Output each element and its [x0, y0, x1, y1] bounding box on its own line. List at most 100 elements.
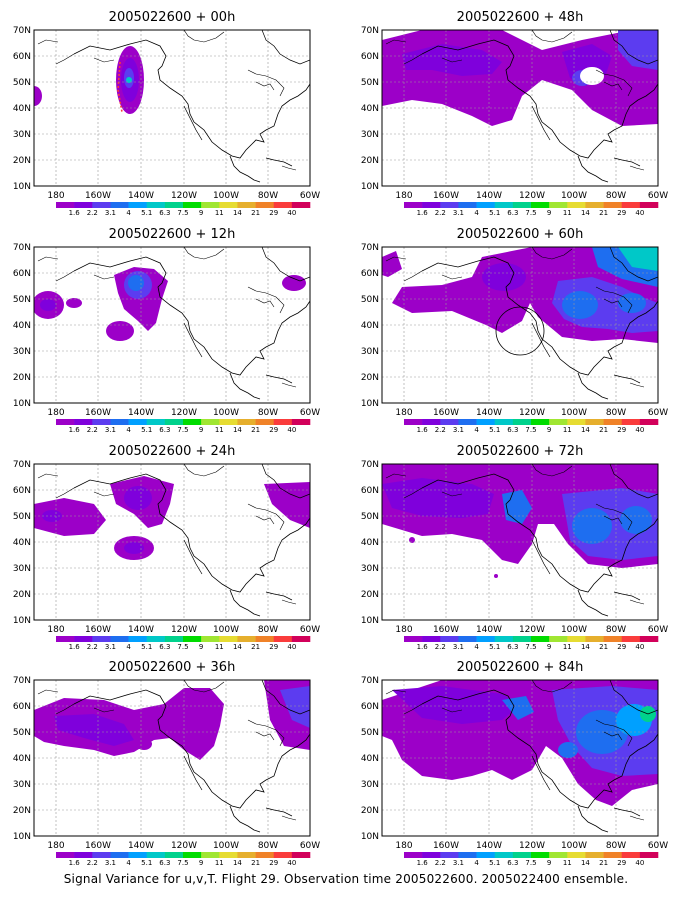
colorbar-swatch [255, 202, 275, 208]
colorbar-swatch [183, 419, 202, 425]
colorbar-label: 29 [617, 209, 626, 217]
colorbar-swatch [585, 636, 604, 642]
colorbar-label: 5.1 [141, 643, 152, 651]
lon-tick-label: 80W [606, 625, 626, 635]
colorbar-swatch [128, 202, 148, 208]
lon-tick-label: 120W [171, 191, 197, 201]
colorbar-label: 3.1 [453, 859, 464, 867]
colorbar-label: 4 [126, 643, 131, 651]
lon-tick-label: 100W [561, 841, 587, 851]
colorbar-swatch [440, 636, 459, 642]
panel-title: 2005022600 + 84h [457, 660, 584, 675]
lat-tick-label: 70N [361, 460, 379, 470]
colorbar-swatch [183, 852, 202, 858]
map-frame [381, 246, 659, 404]
map-frame [381, 463, 659, 621]
lat-tick-label: 10N [13, 399, 31, 409]
lat-tick-label: 50N [13, 78, 31, 88]
colorbar-swatch [219, 852, 238, 858]
colorbar-label: 6.3 [507, 859, 518, 867]
lon-tick-label: 140W [476, 191, 502, 201]
panel-title: 2005022600 + 48h [457, 10, 584, 25]
colorbar-label: 7.5 [177, 643, 188, 651]
colorbar-swatch [494, 202, 514, 208]
lat-tick-label: 50N [361, 295, 379, 305]
lat-tick-label: 40N [361, 754, 379, 764]
lat-tick-label: 30N [13, 780, 31, 790]
colorbar-swatch [110, 852, 129, 858]
lon-tick-label: 160W [433, 408, 459, 418]
lon-tick-label: 80W [258, 408, 278, 418]
lat-tick-label: 30N [361, 780, 379, 790]
colorbar-label: 11 [215, 426, 224, 434]
colorbar-swatch [585, 202, 604, 208]
lon-tick-label: 140W [476, 841, 502, 851]
colorbar-swatch [567, 419, 586, 425]
lon-tick-label: 100W [213, 191, 239, 201]
lon-tick-label: 160W [433, 191, 459, 201]
colorbar-label: 4 [126, 426, 131, 434]
colorbar-swatch [56, 636, 75, 642]
colorbar-swatch [74, 852, 93, 858]
map-panel: 2005022600 + 36h 70N 60N 50N 40N 30N 20N 10N 1… [13, 660, 320, 867]
lat-tick-label: 50N [361, 512, 379, 522]
colorbar-label: 4 [474, 643, 479, 651]
colorbar-swatch [164, 636, 184, 642]
colorbar-label: 1.6 [69, 643, 81, 651]
colorbar-label: 29 [269, 209, 278, 217]
colorbar-swatch [494, 636, 514, 642]
lon-tick-label: 180 [47, 841, 64, 851]
colorbar-label: 6.3 [159, 426, 170, 434]
colorbar-label: 6.3 [159, 859, 170, 867]
lon-tick-label: 120W [171, 408, 197, 418]
lat-tick-label: 50N [13, 512, 31, 522]
colorbar-label: 1.6 [417, 426, 429, 434]
lat-tick-label: 20N [361, 806, 379, 816]
colorbar-swatch [237, 852, 256, 858]
colorbar-label: 40 [635, 643, 644, 651]
colorbar-label: 1.6 [417, 209, 429, 217]
colorbar-swatch [549, 419, 568, 425]
colorbar-label: 2.2 [435, 426, 446, 434]
lon-tick-label: 180 [395, 408, 412, 418]
colorbar-label: 40 [287, 426, 296, 434]
colorbar-label: 7.5 [525, 859, 536, 867]
colorbar-label: 1.6 [417, 643, 429, 651]
lat-axis: 70N 60N 50N 40N 30N 20N 10N [13, 243, 31, 409]
colorbar-label: 6.3 [507, 643, 518, 651]
colorbar-label: 4 [126, 209, 131, 217]
lat-tick-label: 20N [13, 373, 31, 383]
lon-tick-label: 180 [395, 191, 412, 201]
colorbar-label: 7.5 [525, 209, 536, 217]
lon-tick-label: 60W [300, 191, 320, 201]
lon-tick-label: 140W [476, 625, 502, 635]
lon-axis: 180 160W 140W 120W 100W 80W 60W [395, 625, 668, 635]
colorbar-label: 40 [287, 209, 296, 217]
lat-tick-label: 70N [13, 460, 31, 470]
colorbar-swatch [56, 419, 75, 425]
colorbar-swatch [273, 852, 293, 858]
lat-axis: 70N 60N 50N 40N 30N 20N 10N [361, 26, 379, 192]
variance-field [34, 46, 144, 114]
colorbar-swatch [146, 202, 166, 208]
lon-tick-label: 60W [300, 625, 320, 635]
lat-tick-label: 40N [361, 538, 379, 548]
lat-tick-label: 20N [361, 590, 379, 600]
lat-tick-label: 10N [13, 616, 31, 626]
lon-tick-label: 140W [128, 625, 154, 635]
colorbar-label: 3.1 [453, 643, 464, 651]
colorbar-swatch [404, 419, 423, 425]
colorbar-swatch [201, 852, 220, 858]
lat-tick-label: 10N [361, 182, 379, 192]
colorbar-label: 11 [215, 859, 224, 867]
colorbar-label: 21 [251, 643, 260, 651]
lat-tick-label: 70N [13, 26, 31, 36]
lat-tick-label: 30N [361, 564, 379, 574]
colorbar-swatch [183, 202, 202, 208]
colorbar-label: 11 [215, 643, 224, 651]
figure-caption: Signal Variance for u,v,T. Flight 29. Ob… [63, 872, 629, 886]
colorbar: 1.6 2.2 3.1 4 5.1 6.3 7.5 9 11 14 21 29 40 [404, 636, 659, 651]
colorbar-label: 29 [617, 426, 626, 434]
colorbar-label: 14 [581, 643, 590, 651]
lon-tick-label: 160W [85, 191, 111, 201]
